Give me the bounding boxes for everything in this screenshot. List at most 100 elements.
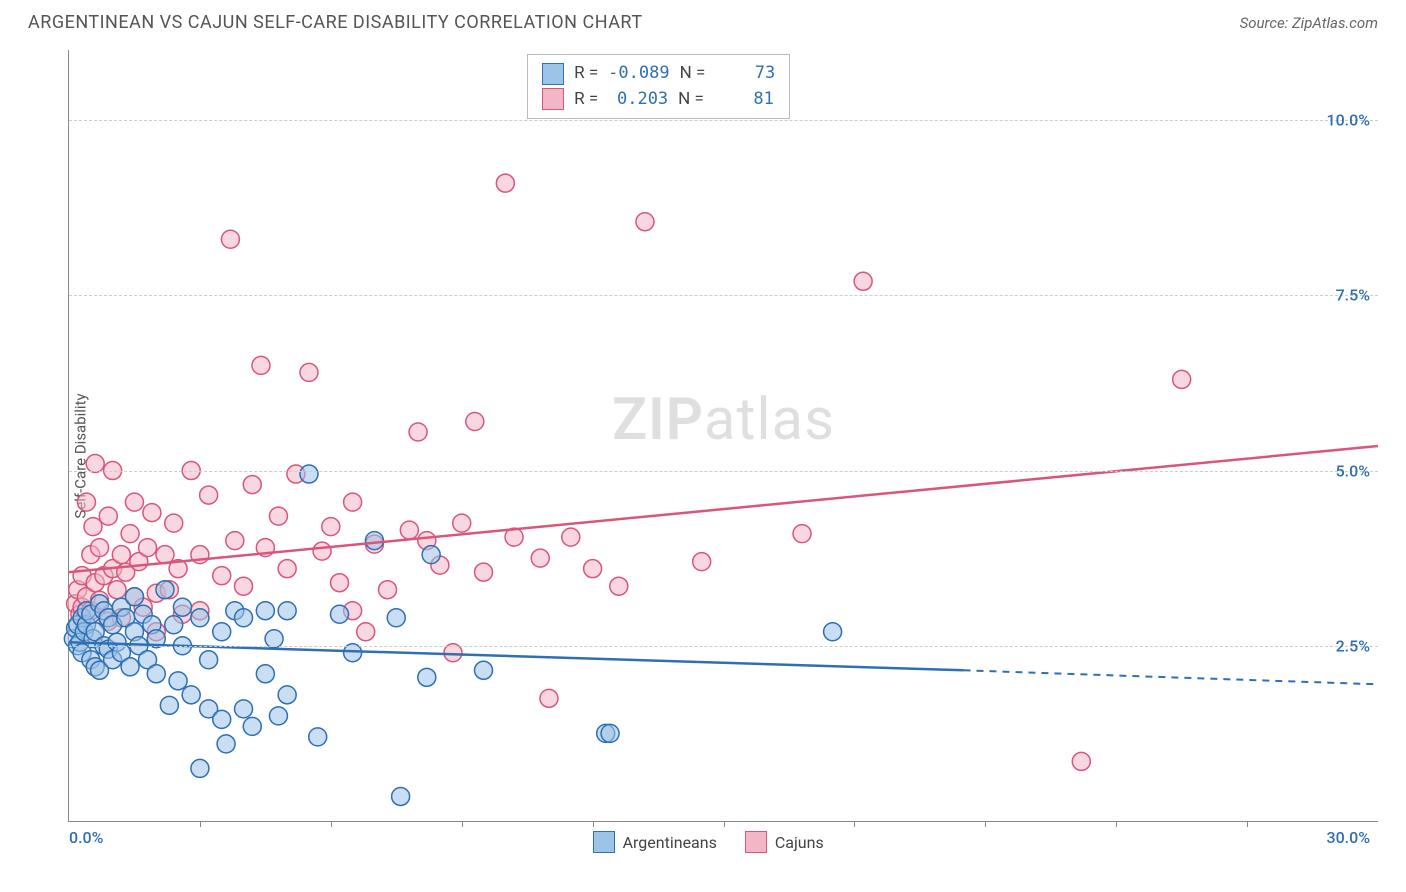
scatter-point-cajun	[453, 514, 471, 532]
n-label: N =	[680, 61, 706, 87]
scatter-point-cajun	[156, 546, 174, 564]
scatter-point-cajun	[252, 356, 270, 374]
scatter-point-argentinean	[125, 588, 143, 606]
swatch-pink	[542, 88, 564, 110]
scatter-point-cajun	[125, 493, 143, 511]
swatch-pink	[745, 831, 767, 853]
scatter-point-cajun	[1072, 752, 1090, 770]
scatter-point-cajun	[331, 574, 349, 592]
r-label: R =	[574, 61, 598, 87]
scatter-point-cajun	[278, 560, 296, 578]
scatter-point-cajun	[226, 532, 244, 550]
scatter-point-argentinean	[365, 532, 383, 550]
source-label: Source: ZipAtlas.com	[1240, 14, 1378, 32]
scatter-point-cajun	[243, 476, 261, 494]
scatter-point-argentinean	[235, 700, 253, 718]
scatter-point-cajun	[300, 363, 318, 381]
scatter-point-cajun	[235, 577, 253, 595]
scatter-point-cajun	[409, 423, 427, 441]
scatter-point-argentinean	[165, 616, 183, 634]
scatter-point-argentinean	[147, 665, 165, 683]
scatter-point-cajun	[693, 553, 711, 571]
scatter-point-argentinean	[422, 546, 440, 564]
scatter-point-argentinean	[475, 661, 493, 679]
n-value-arg: 73	[715, 61, 775, 87]
x-max-label: 30.0%	[1326, 828, 1370, 847]
scatter-point-argentinean	[387, 609, 405, 627]
legend-label-argentineans: Argentineans	[623, 833, 717, 852]
scatter-point-cajun	[77, 493, 95, 511]
scatter-point-cajun	[269, 507, 287, 525]
y-tick-label: 5.0%	[1336, 461, 1370, 480]
y-tick-label: 7.5%	[1336, 286, 1370, 305]
scatter-point-cajun	[99, 507, 117, 525]
r-label: R =	[574, 87, 598, 113]
scatter-point-cajun	[322, 518, 340, 536]
scatter-point-cajun	[112, 546, 130, 564]
scatter-point-argentinean	[121, 658, 139, 676]
legend-item-cajuns: Cajuns	[745, 831, 824, 853]
chart-title: ARGENTINEAN VS CAJUN SELF-CARE DISABILIT…	[28, 12, 643, 33]
scatter-point-argentinean	[256, 665, 274, 683]
n-value-caj: 81	[714, 87, 774, 113]
scatter-point-cajun	[344, 493, 362, 511]
scatter-point-cajun	[531, 549, 549, 567]
n-label: N =	[678, 87, 704, 113]
scatter-point-argentinean	[182, 686, 200, 704]
scatter-point-cajun	[213, 567, 231, 585]
y-tick-label: 10.0%	[1326, 111, 1370, 130]
stats-row-cajuns: R = 0.203 N = 81	[542, 87, 775, 113]
scatter-point-cajun	[1173, 370, 1191, 388]
scatter-point-cajun	[636, 213, 654, 231]
scatter-point-argentinean	[256, 602, 274, 620]
scatter-point-cajun	[540, 689, 558, 707]
swatch-blue	[542, 63, 564, 85]
scatter-point-cajun	[400, 521, 418, 539]
r-value-caj: 0.203	[608, 87, 668, 113]
scatter-point-argentinean	[278, 686, 296, 704]
stats-legend-box: R = -0.089 N = 73 R = 0.203 N = 81	[527, 54, 790, 119]
scatter-point-cajun	[562, 528, 580, 546]
scatter-point-argentinean	[331, 605, 349, 623]
legend-label-cajuns: Cajuns	[775, 833, 824, 852]
scatter-point-cajun	[793, 525, 811, 543]
scatter-point-argentinean	[601, 724, 619, 742]
scatter-point-cajun	[496, 174, 514, 192]
scatter-point-cajun	[143, 504, 161, 522]
scatter-point-cajun	[854, 272, 872, 290]
scatter-point-cajun	[357, 623, 375, 641]
scatter-point-argentinean	[392, 787, 410, 805]
scatter-point-argentinean	[309, 728, 327, 746]
scatter-point-argentinean	[300, 465, 318, 483]
trendline-cajun	[69, 446, 1378, 572]
scatter-point-argentinean	[160, 696, 178, 714]
scatter-point-cajun	[221, 230, 239, 248]
legend-item-argentineans: Argentineans	[593, 831, 717, 853]
scatter-point-argentinean	[156, 581, 174, 599]
swatch-blue	[593, 831, 615, 853]
bottom-legend: Argentineans Cajuns	[593, 831, 824, 853]
scatter-point-argentinean	[243, 717, 261, 735]
scatter-point-cajun	[108, 581, 126, 599]
scatter-point-argentinean	[200, 651, 218, 669]
scatter-point-argentinean	[173, 598, 191, 616]
scatter-point-cajun	[610, 577, 628, 595]
scatter-point-argentinean	[213, 623, 231, 641]
scatter-point-argentinean	[235, 609, 253, 627]
scatter-point-argentinean	[824, 623, 842, 641]
scatter-point-cajun	[121, 525, 139, 543]
scatter-point-cajun	[475, 563, 493, 581]
r-value-arg: -0.089	[608, 61, 669, 87]
scatter-point-cajun	[139, 539, 157, 557]
scatter-point-argentinean	[418, 668, 436, 686]
scatter-point-argentinean	[191, 759, 209, 777]
scatter-point-cajun	[165, 514, 183, 532]
scatter-point-cajun	[200, 486, 218, 504]
scatter-point-cajun	[91, 539, 109, 557]
x-origin-label: 0.0%	[69, 828, 103, 847]
scatter-point-argentinean	[217, 735, 235, 753]
trendline-argentinean-dashed	[963, 670, 1378, 684]
chart-svg	[69, 50, 1378, 821]
scatter-point-cajun	[313, 542, 331, 560]
scatter-point-cajun	[84, 518, 102, 536]
